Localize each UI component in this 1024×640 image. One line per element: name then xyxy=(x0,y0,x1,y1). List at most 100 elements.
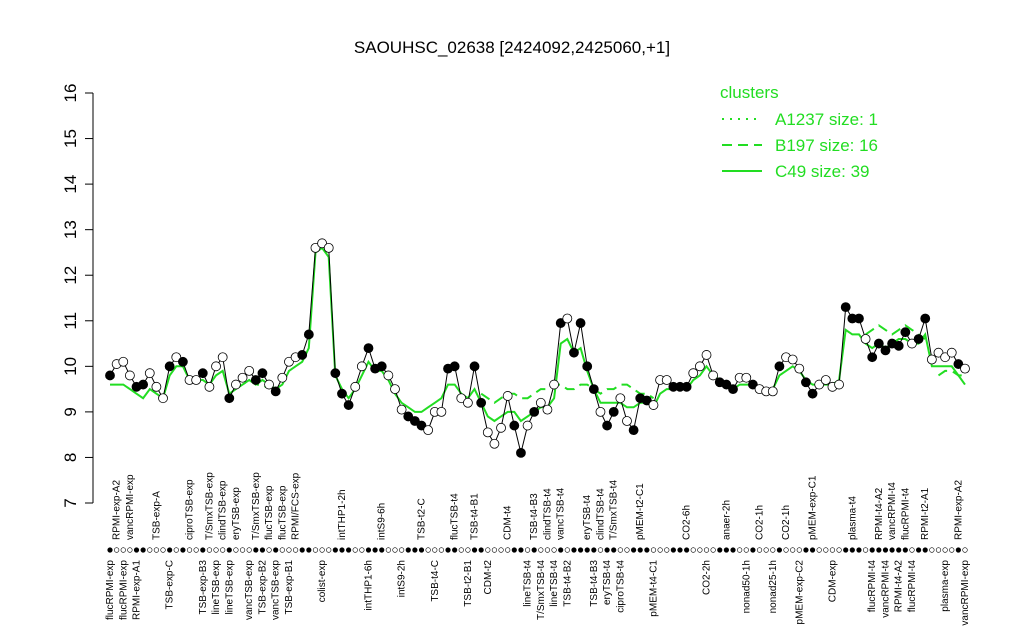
x-tick-label: vancRPMI-t4 xyxy=(880,560,891,618)
data-point xyxy=(820,375,831,385)
data-point xyxy=(787,354,798,365)
sample-dot xyxy=(737,547,743,553)
data-point xyxy=(224,393,235,404)
sample-dot xyxy=(637,547,643,553)
x-tick-label: plasma-t4 xyxy=(847,496,858,540)
x-tick-label: vancTSB-t4 xyxy=(556,487,567,540)
x-tick-label: flucRPMI-t4 xyxy=(907,560,918,613)
sample-dot xyxy=(239,547,246,553)
data-point xyxy=(509,420,520,431)
x-tick-label: T/SmxTSB-t4 xyxy=(609,480,620,540)
x-tick-label: colist-exp xyxy=(317,560,328,603)
data-point xyxy=(661,375,672,385)
data-point xyxy=(482,427,493,438)
sample-dot xyxy=(299,547,305,553)
y-tick-label: 15 xyxy=(61,129,80,148)
data-point xyxy=(688,368,699,379)
data-point xyxy=(900,327,911,338)
sample-dot xyxy=(306,547,312,553)
sample-dot xyxy=(491,547,498,553)
sample-dot xyxy=(617,547,623,553)
x-tick-label: T/SmxTSB-exp xyxy=(204,472,215,540)
sample-dot xyxy=(511,547,517,553)
sample-dot xyxy=(783,547,789,553)
data-point xyxy=(569,347,579,358)
sample-dot xyxy=(379,547,385,553)
x-tick-label: ciproTSB-exp xyxy=(185,479,196,540)
x-tick-label: anaer-2h xyxy=(721,500,732,540)
sample-dot xyxy=(823,547,829,553)
data-point xyxy=(920,313,931,324)
y-tick-label: 12 xyxy=(61,266,80,285)
data-point xyxy=(880,345,891,356)
sample-dot xyxy=(551,547,557,553)
x-tick-label: flucRPMI-exp xyxy=(105,560,116,620)
data-point xyxy=(403,411,414,422)
data-point xyxy=(197,368,208,379)
data-point xyxy=(217,352,228,363)
sample-dot xyxy=(896,547,902,553)
sample-dot xyxy=(505,547,511,553)
sample-dot xyxy=(670,547,676,553)
x-tick-label: TSB-t4-B3 xyxy=(589,560,600,607)
data-point xyxy=(178,356,188,367)
sample-dot xyxy=(955,547,961,553)
sample-dot xyxy=(544,547,551,553)
cluster-line xyxy=(110,246,966,423)
sample-dot xyxy=(770,547,776,553)
y-tick-label: 11 xyxy=(61,312,80,330)
x-tick-label: lineTSB-exp xyxy=(211,560,222,615)
data-point xyxy=(694,361,705,372)
data-point xyxy=(615,393,626,404)
data-point xyxy=(244,365,255,376)
data-point xyxy=(728,384,738,395)
sample-dot xyxy=(717,547,723,553)
sample-dot xyxy=(876,547,882,553)
data-point xyxy=(741,372,752,383)
sample-dot xyxy=(233,547,239,553)
x-tick-label: intS9-6h xyxy=(377,503,388,540)
sample-dot xyxy=(743,547,749,553)
data-point xyxy=(535,397,546,408)
x-tick-label: TSB-exp-B3 xyxy=(198,560,209,615)
sample-dot xyxy=(160,547,166,553)
x-tick-label: RPMI-t2-A1 xyxy=(920,487,931,540)
data-point xyxy=(933,347,944,358)
sample-dot xyxy=(524,547,531,553)
data-point xyxy=(164,361,175,372)
x-tick-label: eryTSB-exp xyxy=(231,487,242,540)
data-point xyxy=(257,368,268,379)
sample-dot xyxy=(432,547,438,553)
x-tick-label: pMEM-t2-C1 xyxy=(635,483,646,540)
sample-dot xyxy=(624,547,630,553)
data-point xyxy=(516,447,526,458)
sample-dot xyxy=(849,547,855,553)
data-point xyxy=(807,388,818,399)
sample-dot xyxy=(796,547,802,553)
sample-dot xyxy=(107,547,113,553)
sample-dot xyxy=(935,547,942,553)
data-point xyxy=(191,375,202,385)
data-point xyxy=(946,347,957,358)
data-point xyxy=(390,384,400,395)
x-tick-label: clindTSB-t4 xyxy=(542,488,553,540)
data-point xyxy=(622,416,632,426)
x-tick-label: RPMI-exp-A2 xyxy=(112,480,123,540)
data-point xyxy=(814,379,825,390)
sample-dot xyxy=(186,547,193,553)
y-tick-label: 14 xyxy=(61,175,80,194)
sample-dot xyxy=(485,547,491,553)
data-point xyxy=(867,352,878,363)
data-point xyxy=(158,393,168,404)
x-tick-label: TSB-t4-B3 xyxy=(529,493,540,540)
sample-dot xyxy=(418,547,425,553)
x-tick-label: CO2-1h xyxy=(755,505,766,540)
data-point xyxy=(854,313,864,324)
sample-dot xyxy=(902,547,908,553)
data-point xyxy=(317,238,327,249)
sample-dot xyxy=(167,547,173,553)
data-point xyxy=(748,379,758,390)
x-tick-label: TSB-exp-A xyxy=(151,491,162,540)
data-point xyxy=(489,438,500,449)
data-point xyxy=(582,361,593,372)
